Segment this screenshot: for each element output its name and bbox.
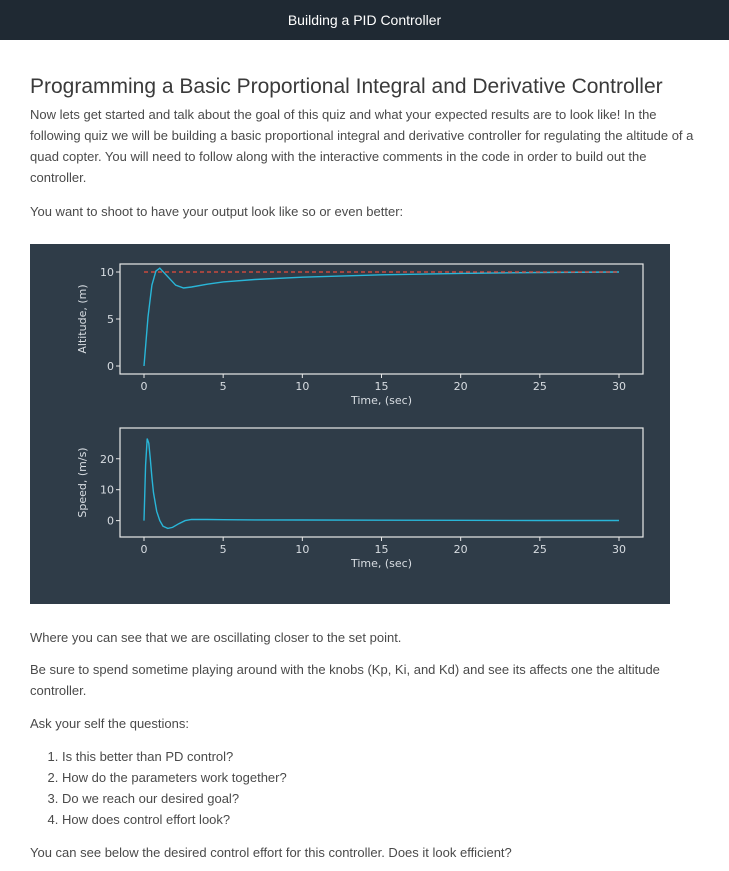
y-tick-label: 10 bbox=[100, 484, 114, 497]
x-tick-label: 10 bbox=[295, 380, 309, 393]
page-title: Programming a Basic Proportional Integra… bbox=[30, 75, 663, 98]
x-tick-label: 15 bbox=[375, 543, 389, 556]
list-item: Is this better than PD control? bbox=[62, 746, 699, 767]
list-item: How does control effort look? bbox=[62, 809, 699, 830]
x-tick-label: 25 bbox=[533, 380, 547, 393]
y-axis-label: Altitude, (m) bbox=[76, 284, 89, 353]
y-axis-label: Speed, (m/s) bbox=[76, 447, 89, 517]
x-tick-label: 15 bbox=[375, 380, 389, 393]
speed-series-line bbox=[143, 438, 619, 530]
x-tick-label: 5 bbox=[220, 543, 227, 556]
x-tick-label: 20 bbox=[454, 380, 468, 393]
y-tick-label: 20 bbox=[100, 453, 114, 466]
questions-list: Is this better than PD control? How do t… bbox=[30, 746, 699, 830]
list-item: How do the parameters work together? bbox=[62, 767, 699, 788]
pid-output-plots: 0 5 10 15 20 25 30 0 5 10 Time, (sec) Altitude, (m)… bbox=[76, 263, 644, 570]
main-content: Programming a Basic Proportional Integra… bbox=[0, 74, 729, 863]
knobs-text: Be sure to spend sometime playing around… bbox=[30, 662, 660, 698]
x-axis-label: Time, (sec) bbox=[350, 557, 412, 570]
x-tick-label: 5 bbox=[220, 380, 227, 393]
expected-output-text: You want to shoot to have your output lo… bbox=[30, 204, 404, 219]
x-tick-label: 25 bbox=[533, 543, 547, 556]
x-tick-label: 0 bbox=[141, 380, 148, 393]
list-item: Do we reach our desired goal? bbox=[62, 788, 699, 809]
ask-text: Ask your self the questions: bbox=[30, 716, 189, 731]
x-tick-label: 20 bbox=[454, 543, 468, 556]
x-tick-label: 30 bbox=[612, 380, 626, 393]
y-tick-label: 0 bbox=[107, 360, 114, 373]
plot-frame bbox=[119, 263, 644, 375]
y-tick-label: 10 bbox=[100, 266, 114, 279]
x-tick-label: 10 bbox=[295, 543, 309, 556]
altitude-series-line bbox=[143, 267, 620, 367]
x-tick-label: 30 bbox=[612, 543, 626, 556]
control-effort-text: You can see below the desired control ef… bbox=[30, 845, 512, 860]
top-bar: Building a PID Controller bbox=[0, 0, 729, 40]
x-tick-label: 0 bbox=[141, 543, 148, 556]
oscillating-text: Where you can see that we are oscillatin… bbox=[30, 630, 402, 645]
y-tick-label: 0 bbox=[107, 515, 114, 528]
page-header-title: Building a PID Controller bbox=[287, 12, 442, 28]
intro-paragraph: Now lets get started and talk about the … bbox=[30, 107, 694, 185]
x-axis-label: Time, (sec) bbox=[350, 394, 412, 407]
pid-output-figure: 0 5 10 15 20 25 30 0 5 10 Time, (sec) Altitude, (m)… bbox=[30, 244, 670, 604]
y-tick-label: 5 bbox=[107, 313, 114, 326]
